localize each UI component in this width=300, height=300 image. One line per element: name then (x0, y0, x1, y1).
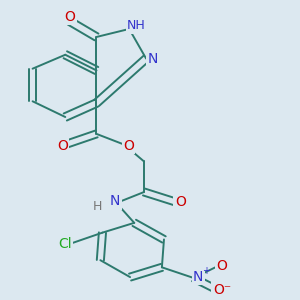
Text: O⁻: O⁻ (213, 283, 231, 297)
Text: O: O (175, 195, 186, 209)
Text: O: O (64, 10, 75, 24)
Text: N: N (148, 52, 158, 66)
Text: NH: NH (127, 20, 146, 32)
Text: H: H (92, 200, 102, 213)
Text: O: O (57, 139, 68, 153)
Text: N: N (110, 194, 120, 208)
Text: N: N (193, 269, 203, 284)
Text: +: + (202, 266, 210, 276)
Text: O: O (217, 260, 227, 273)
Text: O: O (123, 139, 134, 153)
Text: Cl: Cl (58, 237, 71, 250)
